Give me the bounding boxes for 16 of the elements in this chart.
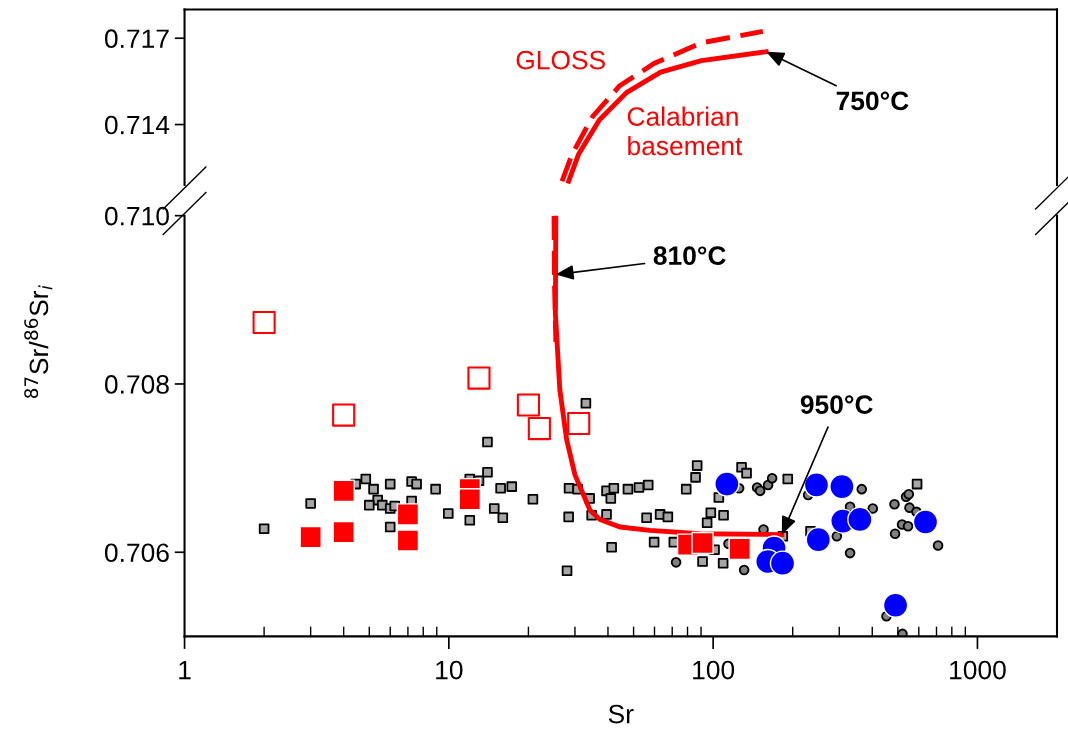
y-tick-label: 0.706 xyxy=(104,543,169,563)
x-tick-label: 100 xyxy=(693,660,735,680)
y-axis-title: $^{87}$Sr/$^{86}$Sr$_{i}$ xyxy=(24,285,53,399)
x-tick-label: 10 xyxy=(436,660,463,680)
x-tick-label: 1 xyxy=(179,660,191,680)
y-tick-label: 0.717 xyxy=(104,29,169,49)
x-tick-label: 1000 xyxy=(950,660,1006,680)
series-label: Calabrian basement xyxy=(627,106,743,156)
annotation: 810°C xyxy=(653,246,726,265)
x-axis-title: Sr xyxy=(608,704,634,724)
annotation: 950°C xyxy=(800,395,873,414)
y-tick-label: 0.710 xyxy=(104,206,169,226)
y-tick-label: 0.714 xyxy=(104,115,170,135)
series-label: GLOSS xyxy=(516,50,605,70)
annotation: 750°C xyxy=(836,91,909,111)
y-tick-label: 0.708 xyxy=(104,375,169,394)
